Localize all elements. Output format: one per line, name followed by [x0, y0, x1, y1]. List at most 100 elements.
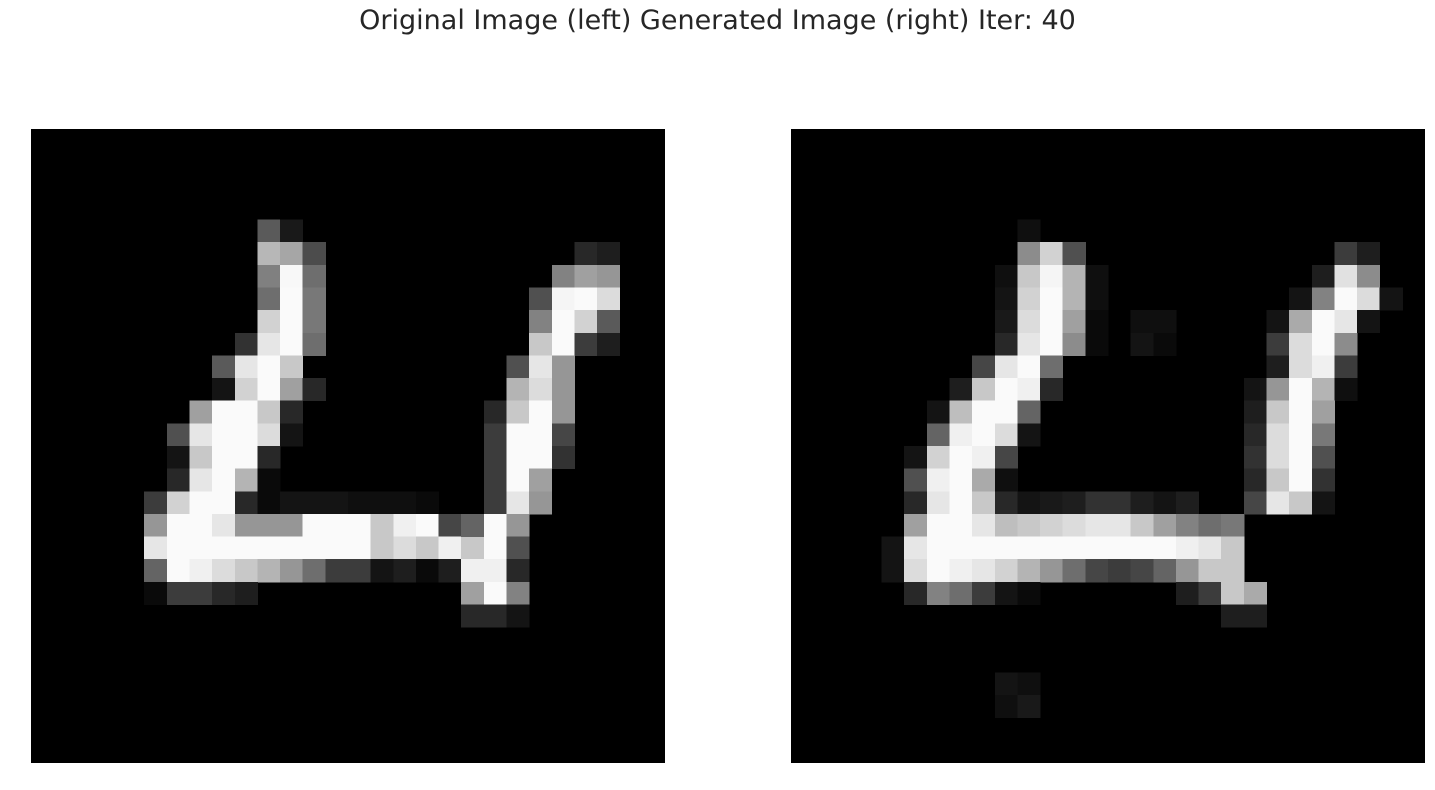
original-pixel — [212, 355, 236, 379]
original-pixel — [166, 559, 190, 583]
generated-pixel — [994, 672, 1018, 696]
original-pixel — [370, 559, 394, 583]
original-pixel — [551, 378, 575, 402]
original-pixel — [348, 536, 372, 560]
original-pixel — [257, 355, 281, 379]
generated-pixel — [1040, 491, 1064, 515]
original-pixel — [189, 559, 213, 583]
original-pixel — [483, 559, 507, 583]
original-pixel — [234, 423, 258, 447]
generated-pixel — [1062, 242, 1086, 266]
generated-pixel — [1357, 287, 1381, 311]
generated-pixel — [1357, 264, 1381, 288]
original-pixel — [438, 536, 462, 560]
generated-pixel — [1062, 264, 1086, 288]
original-pixel — [302, 536, 326, 560]
generated-pixel — [994, 355, 1018, 379]
original-pixel — [551, 423, 575, 447]
original-pixel — [257, 219, 281, 243]
original-pixel — [348, 491, 372, 515]
original-pixel — [348, 559, 372, 583]
original-pixel — [302, 378, 326, 402]
generated-pixel — [972, 446, 996, 470]
original-pixel — [393, 491, 417, 515]
original-pixel — [483, 581, 507, 605]
original-pixel — [597, 264, 621, 288]
generated-pixel — [1040, 513, 1064, 538]
original-pixel — [506, 400, 530, 424]
original-pixel — [483, 604, 507, 628]
original-pixel — [144, 536, 168, 560]
generated-pixel — [1289, 287, 1313, 311]
original-pixel — [257, 491, 281, 515]
original-image — [144, 219, 621, 628]
generated-pixel — [1108, 513, 1132, 538]
original-pixel — [212, 513, 236, 538]
original-pixel — [212, 423, 236, 447]
original-pixel — [257, 513, 281, 538]
original-pixel — [348, 513, 372, 538]
generated-pixel — [1175, 536, 1200, 560]
original-image-panel — [31, 129, 665, 763]
original-pixel — [551, 264, 575, 288]
original-pixel — [461, 513, 485, 538]
original-pixel — [574, 287, 598, 311]
generated-pixel — [1062, 332, 1086, 356]
original-pixel — [144, 559, 168, 583]
generated-pixel — [1266, 468, 1290, 492]
generated-pixel — [926, 468, 950, 492]
generated-pixel — [1311, 378, 1335, 402]
original-pixel — [280, 310, 304, 334]
generated-pixel — [1289, 446, 1313, 470]
original-pixel — [234, 581, 258, 605]
generated-pixel — [994, 536, 1018, 560]
generated-pixel — [1221, 513, 1245, 538]
original-pixel — [212, 378, 236, 402]
original-pixel — [483, 423, 507, 447]
original-pixel — [506, 446, 530, 470]
original-pixel — [166, 581, 190, 605]
original-pixel — [280, 332, 304, 356]
original-pixel — [551, 400, 575, 424]
original-pixel — [529, 355, 553, 379]
generated-pixel — [1062, 310, 1086, 334]
generated-pixel — [994, 310, 1018, 334]
generated-pixel — [1334, 287, 1358, 311]
generated-pixel — [1289, 491, 1313, 515]
original-pixel — [212, 468, 236, 492]
generated-pixel — [1198, 536, 1222, 560]
original-pixel — [280, 491, 304, 515]
generated-pixel — [904, 468, 928, 492]
generated-pixel — [1040, 332, 1064, 356]
generated-pixel — [949, 536, 973, 560]
generated-pixel — [1289, 468, 1313, 492]
original-pixel — [280, 355, 304, 379]
original-pixel — [257, 468, 281, 492]
generated-pixel — [1334, 332, 1358, 356]
original-pixel — [506, 423, 530, 447]
original-pixel — [166, 446, 190, 470]
original-pixel — [302, 491, 326, 515]
generated-pixel — [1085, 513, 1109, 538]
original-pixel — [257, 332, 281, 356]
generated-pixel — [972, 513, 996, 538]
original-pixel — [325, 559, 349, 583]
generated-pixel — [1085, 491, 1109, 515]
generated-pixel — [1243, 581, 1267, 605]
original-pixel — [234, 559, 258, 583]
generated-pixel — [1334, 242, 1358, 266]
original-pixel — [166, 536, 190, 560]
original-pixel — [393, 559, 417, 583]
generated-pixel — [1153, 310, 1177, 334]
original-pixel — [551, 446, 575, 470]
generated-pixel — [904, 513, 928, 538]
generated-pixel — [1221, 581, 1245, 605]
generated-pixel — [1040, 378, 1064, 402]
generated-pixel — [994, 559, 1018, 583]
generated-pixel — [1085, 332, 1109, 356]
generated-pixel — [994, 468, 1018, 492]
generated-pixel — [1243, 378, 1267, 402]
original-pixel — [529, 468, 553, 492]
original-pixel — [597, 287, 621, 311]
original-pixel — [597, 310, 621, 334]
